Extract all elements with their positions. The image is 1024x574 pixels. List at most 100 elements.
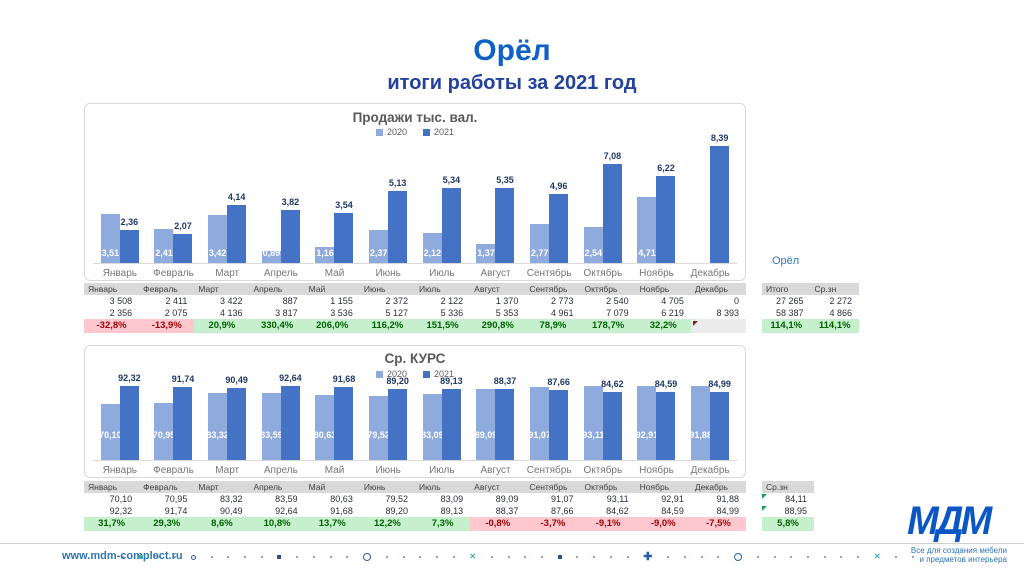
axis-month-label: Декабрь <box>690 268 730 279</box>
bar-label: 84,59 <box>654 379 678 389</box>
bar-2021-Май: 3,54 <box>334 200 354 263</box>
bar-label: 3,54 <box>335 200 353 210</box>
mdm-logo: МДМ <box>888 500 1008 542</box>
bar-group-Май: 80,63 91,68 <box>308 374 362 460</box>
bar-label: 2,54 <box>584 248 603 258</box>
bar-group-Сентябрь: 2,77 4,96 <box>522 142 576 263</box>
axis-month-label: Август <box>480 268 511 279</box>
bar-label: 80,63 <box>313 430 337 440</box>
table-percent-cell: 330,4% <box>249 319 305 333</box>
progress-dot <box>312 556 315 558</box>
table-value-cell: 3 817 <box>275 308 298 318</box>
region-label: Орёл <box>772 255 800 267</box>
bar-2021-Февраль: 2,07 <box>173 221 193 263</box>
bar-label: 92,64 <box>279 373 302 383</box>
progress-dot <box>157 556 160 558</box>
sales-x-axis: Январь Февраль Март Апрель Май Июнь Июль Август… <box>93 268 737 279</box>
bar-group-Март: 83,32 90,49 <box>200 375 254 460</box>
table-value-cell: 3 508 <box>109 296 133 306</box>
bar-group-Ноябрь: 4,71 6,22 <box>630 142 684 263</box>
table-header-cell: Декабрь <box>690 481 746 493</box>
bar-label: 92,32 <box>118 373 141 383</box>
table-value-cell: 84,99 <box>716 506 739 516</box>
table-value-cell: 4 136 <box>219 308 243 318</box>
table-percent-cell: 32,2% <box>635 319 691 333</box>
bar-2020-Ноябрь: 92,91 <box>636 386 658 460</box>
bar-2021-Февраль: 91,74 <box>172 374 194 460</box>
progress-dot <box>524 556 527 558</box>
progress-dot <box>540 556 543 558</box>
bar-2020-Июль: 2,12 <box>422 233 442 263</box>
bar-2020-Июнь: 79,52 <box>367 396 390 460</box>
progress-dot <box>419 556 422 558</box>
table-percent-cell: 5,8% <box>762 517 814 531</box>
table-value-cell: 87,66 <box>550 506 574 516</box>
progress-dot <box>911 556 914 558</box>
table-header-cell: Июль <box>415 481 471 493</box>
table-percent-cell: 12,2% <box>359 517 415 531</box>
bar-2021-Июнь: 89,20 <box>386 376 409 460</box>
table-header-cell: Сентябрь <box>525 283 581 295</box>
bar-group-Июнь: 2,37 5,13 <box>361 142 415 263</box>
table-header-cell: Ноябрь <box>635 481 691 493</box>
sales-chart-legend: 2020 2021 <box>85 127 745 137</box>
bar-2021-Сентябрь: 87,66 <box>547 377 570 460</box>
axis-month-label: Апрель <box>263 465 298 476</box>
table-header-cell: Июль <box>415 283 471 295</box>
axis-month-label: Октябрь <box>583 465 623 476</box>
progress-dot <box>507 556 510 558</box>
bar-group-Март: 3,42 4,14 <box>200 142 254 263</box>
bar-2021-Март: 90,49 <box>225 375 248 460</box>
bar-label: 3,51 <box>101 248 120 258</box>
bar-2021-Декабрь: 84,99 <box>708 379 731 460</box>
table-percent-cell: 31,7% <box>84 517 140 531</box>
bar-label: 89,13 <box>440 376 463 386</box>
bar-label: 6,22 <box>657 163 675 173</box>
table-percent-cell: -9,0% <box>635 517 691 531</box>
table-value-cell: 91,07 <box>550 494 574 504</box>
bar-label: 83,32 <box>206 430 229 440</box>
bar-label: 3,82 <box>281 197 300 207</box>
table-header-cell: Ср.зн <box>810 283 859 295</box>
axis-month-label: Октябрь <box>583 268 623 279</box>
bar-2021-Июль: 89,13 <box>440 376 463 460</box>
table-percent-cell: -7,5% <box>690 517 746 531</box>
table-percent-cell: 114,1% <box>810 319 859 333</box>
axis-month-label: Сентябрь <box>526 465 572 476</box>
table-value-cell: 4 705 <box>661 296 684 306</box>
table-value-cell: 6 219 <box>661 308 684 318</box>
table-value-cell: 70,10 <box>109 494 133 504</box>
table-percent-cell: -32,8% <box>84 319 140 333</box>
table-header-cell: Апрель <box>249 481 305 493</box>
progress-dot <box>260 556 263 558</box>
slide-subtitle: итоги работы за 2021 год <box>387 72 637 94</box>
bar-group-Июль: 2,12 5,34 <box>415 142 469 263</box>
bar-group-Август: 89,09 88,37 <box>469 376 523 460</box>
progress-marker-ring-icon <box>190 554 196 560</box>
table-header-cell: Февраль <box>139 481 195 493</box>
table-value-cell: 83,09 <box>440 494 464 504</box>
axis-month-label: Май <box>324 268 345 279</box>
slide-title: Орёл <box>473 34 551 67</box>
table-percent-cell: 10,8% <box>249 517 305 531</box>
footer-dots: ✕ ✚ ✕ <box>122 551 914 563</box>
bar-2020-Август: 89,09 <box>475 389 497 460</box>
table-percent-cell: 116,2% <box>359 319 415 333</box>
bar-2021-Июнь: 5,13 <box>388 178 408 263</box>
bar-label: 8,39 <box>710 133 729 143</box>
axis-month-label: Август <box>480 465 511 476</box>
bar-2020-Март: 3,42 <box>208 215 228 263</box>
bar-2021-Октябрь: 7,08 <box>602 151 622 263</box>
progress-dot <box>756 556 759 558</box>
bar-label: 91,68 <box>332 374 356 384</box>
bar-label: 70,95 <box>152 430 176 440</box>
axis-month-label: Июль <box>429 465 455 476</box>
axis-month-label: Март <box>215 268 240 279</box>
table-value-cell: 2 773 <box>550 296 574 306</box>
bar-group-Май: 1,16 3,54 <box>308 142 362 263</box>
bar-group-Декабрь: 91,88 84,99 <box>683 379 737 460</box>
table-header-cell: Август <box>470 283 526 295</box>
progress-dot <box>227 556 230 558</box>
bar-2020-Май: 80,63 <box>314 395 336 460</box>
error-marker-icon <box>762 494 767 499</box>
